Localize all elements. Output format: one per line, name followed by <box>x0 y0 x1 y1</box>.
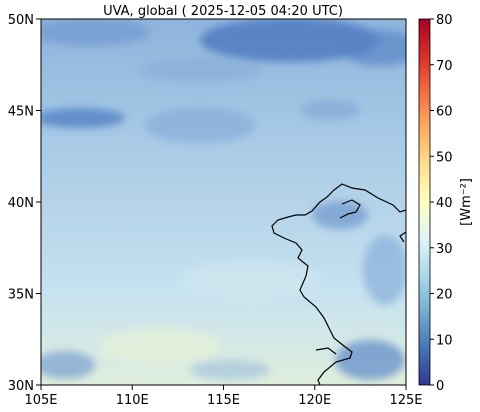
y-tick-label: 40N <box>8 196 34 211</box>
map-title: UVA, global ( 2025-12-05 04:20 UTC) <box>103 4 343 19</box>
x-tick-label: 110E <box>116 393 149 408</box>
uva-field <box>41 19 406 385</box>
coastline <box>271 183 406 385</box>
colorbar-tick-label: 40 <box>436 196 453 211</box>
y-tick-label: 50N <box>8 13 34 28</box>
colorbar-label: [Wm⁻²] <box>459 178 474 226</box>
x-axis: 105E 110E 115E 120E 125E <box>24 385 423 408</box>
x-tick-label: 125E <box>389 393 422 408</box>
colorbar-tick-label: 20 <box>436 288 453 303</box>
colorbar <box>418 18 431 386</box>
colorbar-tick-label: 60 <box>436 105 453 120</box>
colorbar-tick-label: 50 <box>436 150 453 165</box>
colorbar-tick-label: 70 <box>436 59 453 74</box>
colorbar-ticks: 0 10 20 30 40 50 60 70 80 <box>430 13 453 394</box>
y-axis: 30N 35N 40N 45N 50N <box>8 13 41 394</box>
x-tick-label: 115E <box>207 393 240 408</box>
y-tick-label: 35N <box>8 288 34 303</box>
y-tick-label: 45N <box>8 105 34 120</box>
colorbar-tick-label: 80 <box>436 13 453 28</box>
x-tick-label: 120E <box>298 393 331 408</box>
y-tick-label: 30N <box>8 379 34 394</box>
colorbar-tick-label: 10 <box>436 333 453 348</box>
x-tick-label: 105E <box>24 393 57 408</box>
colorbar-tick-label: 0 <box>436 379 444 394</box>
colorbar-tick-label: 30 <box>436 242 453 257</box>
